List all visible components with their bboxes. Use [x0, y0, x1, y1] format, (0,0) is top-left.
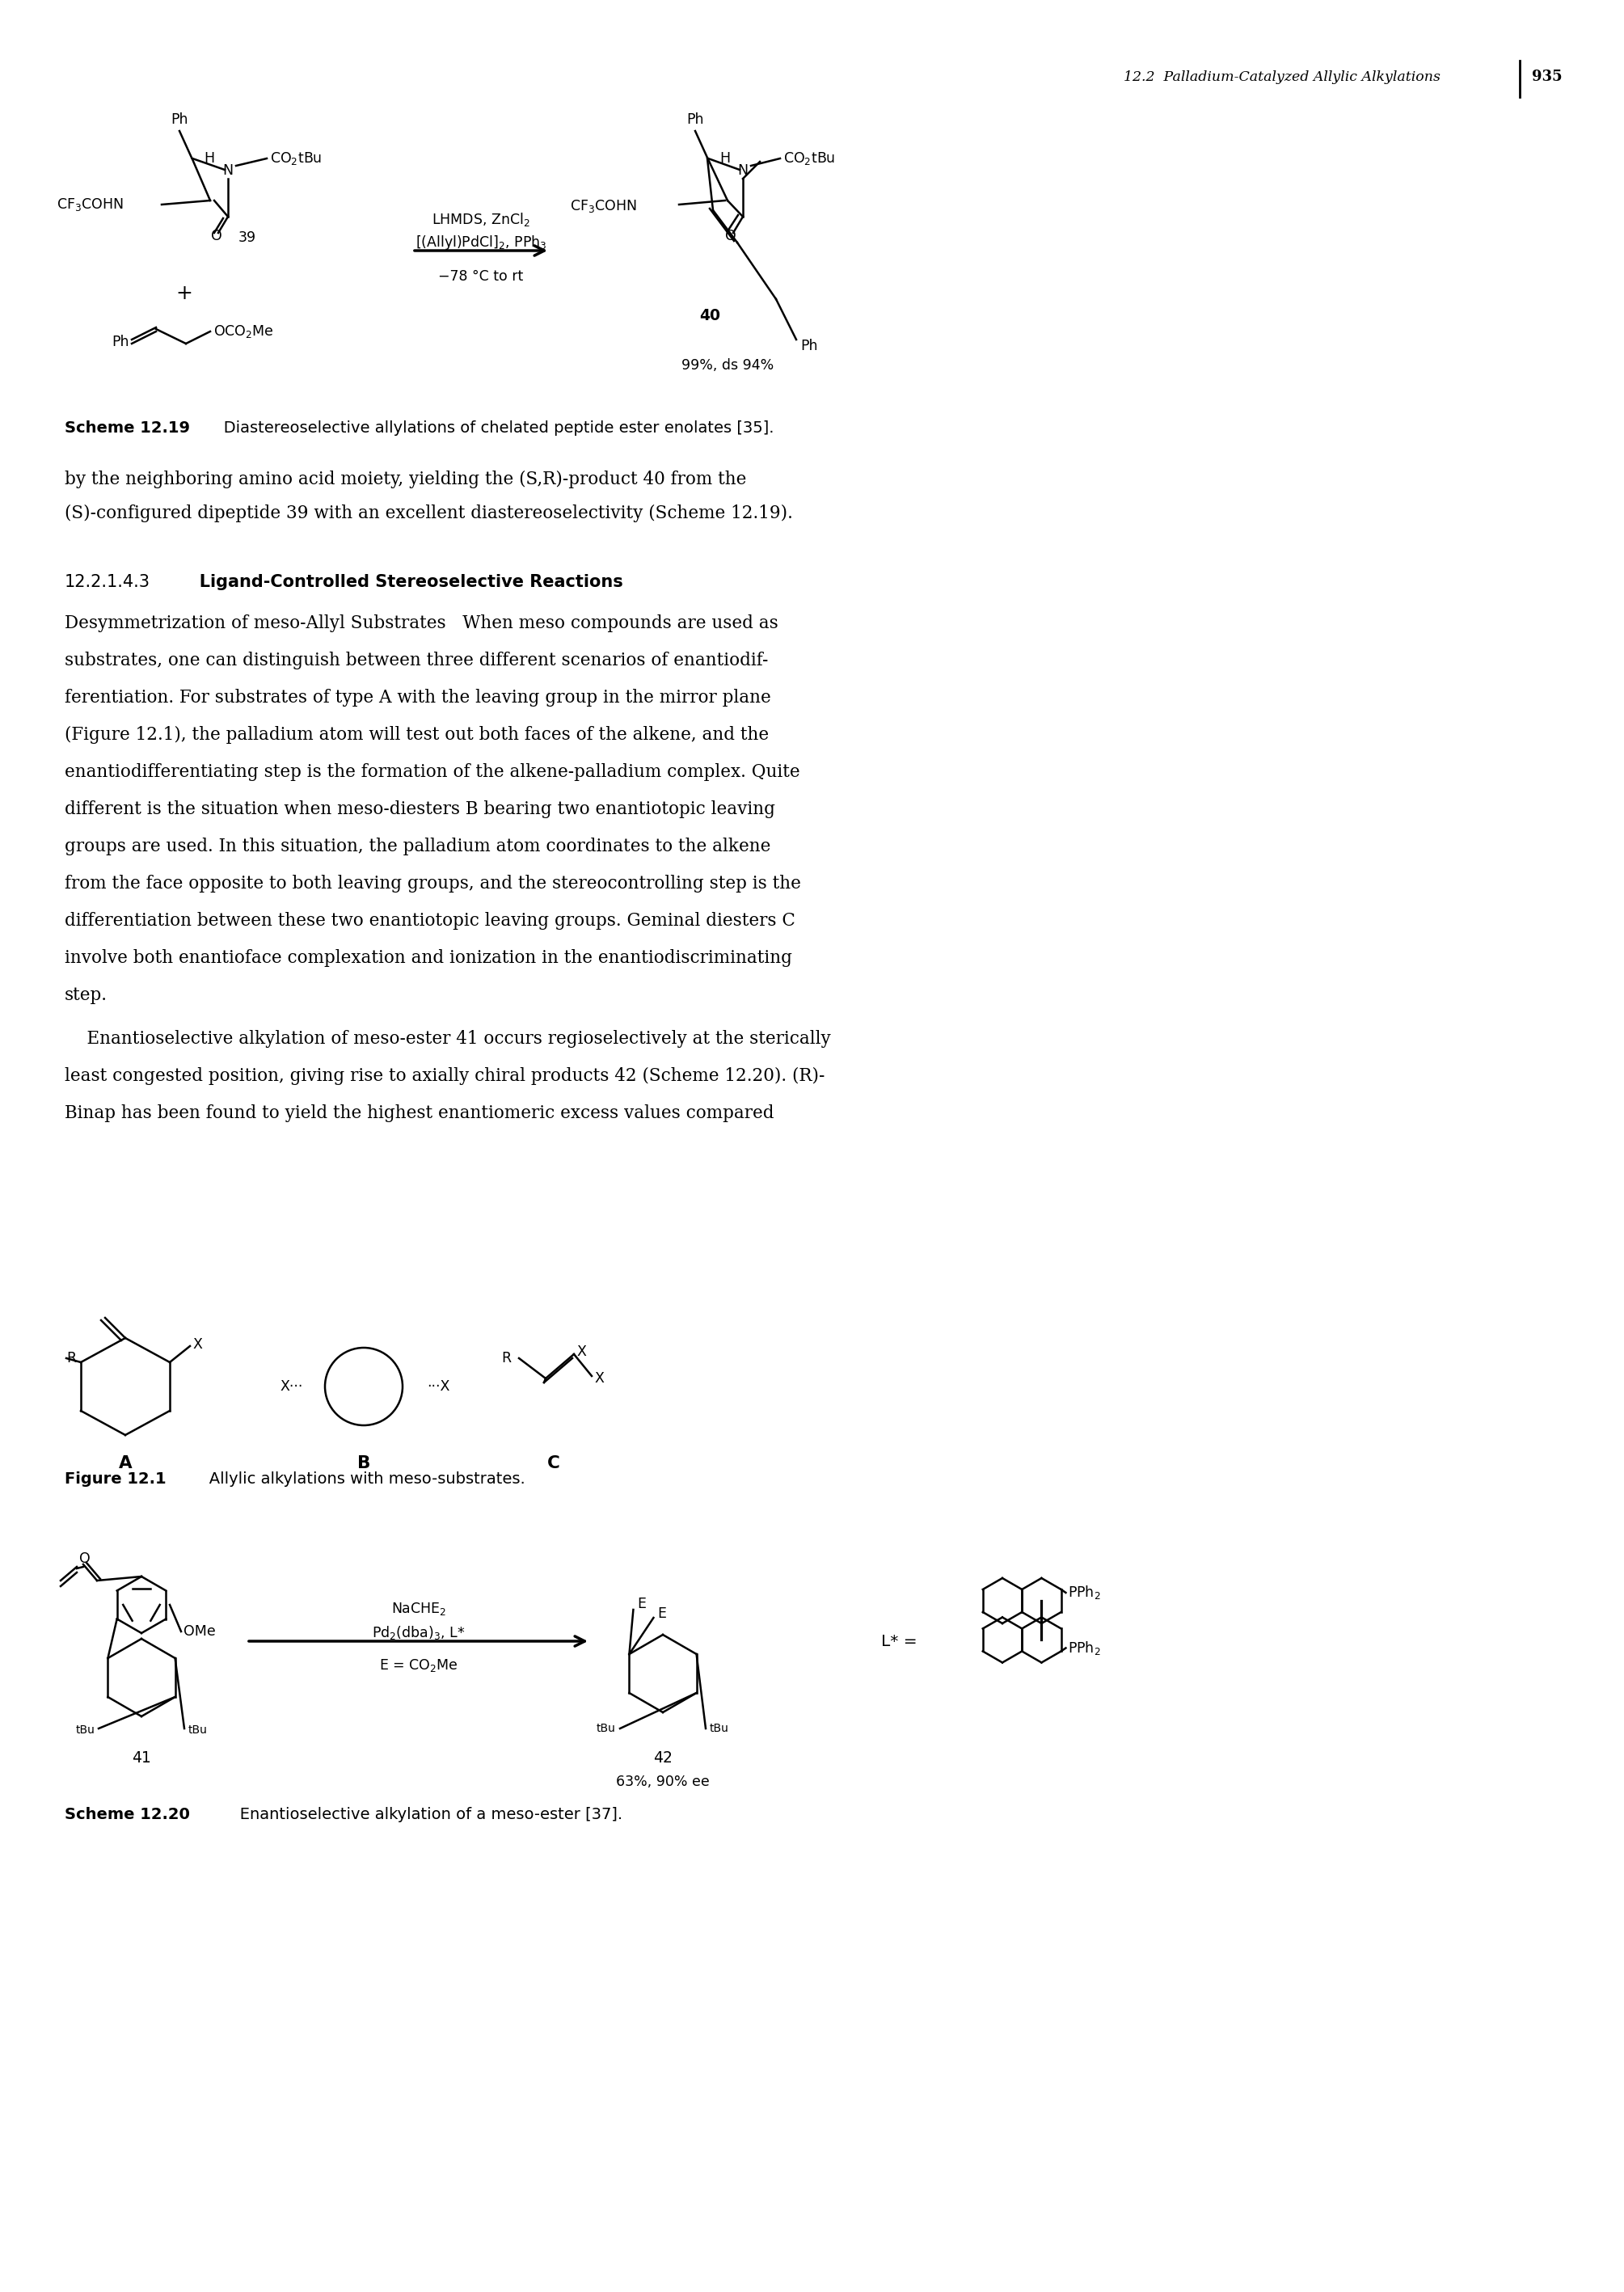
- Text: X: X: [577, 1345, 586, 1359]
- Text: tBu: tBu: [188, 1724, 208, 1735]
- Text: Desymmetrization of meso-Allyl Substrates   When meso compounds are used as: Desymmetrization of meso-Allyl Substrate…: [65, 614, 778, 633]
- Text: [(Allyl)PdCl]$_2$, PPh$_3$: [(Allyl)PdCl]$_2$, PPh$_3$: [416, 234, 547, 252]
- Text: (Figure 12.1), the palladium atom will test out both faces of the alkene, and th: (Figure 12.1), the palladium atom will t…: [65, 727, 768, 745]
- Text: CO$_2$tBu: CO$_2$tBu: [270, 151, 322, 167]
- Text: groups are used. In this situation, the palladium atom coordinates to the alkene: groups are used. In this situation, the …: [65, 837, 771, 855]
- Text: substrates, one can distinguish between three different scenarios of enantiodif-: substrates, one can distinguish between …: [65, 651, 768, 669]
- Text: Ph: Ph: [687, 112, 703, 126]
- Text: Ph: Ph: [171, 112, 188, 126]
- Text: R: R: [67, 1350, 76, 1366]
- Text: E = CO$_2$Me: E = CO$_2$Me: [380, 1657, 458, 1673]
- Text: (S)-configured dipeptide 39 with an excellent diastereoselectivity (Scheme 12.19: (S)-configured dipeptide 39 with an exce…: [65, 504, 793, 523]
- Text: N: N: [737, 163, 749, 179]
- Text: −78 °C to rt: −78 °C to rt: [438, 268, 523, 284]
- Text: by the neighboring amino acid moiety, yielding the (S,R)-product 40 from the: by the neighboring amino acid moiety, yi…: [65, 470, 747, 488]
- Text: 935: 935: [1531, 69, 1562, 85]
- Text: B: B: [357, 1455, 370, 1471]
- Text: Binap has been found to yield the highest enantiomeric excess values compared: Binap has been found to yield the highes…: [65, 1105, 775, 1123]
- Text: OMe: OMe: [184, 1625, 216, 1639]
- Text: differentiation between these two enantiotopic leaving groups. Geminal diesters : differentiation between these two enanti…: [65, 912, 796, 931]
- Text: N: N: [222, 163, 234, 179]
- Text: O: O: [726, 229, 736, 243]
- Text: ferentiation. For substrates of type A with the leaving group in the mirror plan: ferentiation. For substrates of type A w…: [65, 690, 771, 706]
- Text: CO$_2$tBu: CO$_2$tBu: [783, 151, 835, 167]
- Text: Diastereoselective allylations of chelated peptide ester enolates [35].: Diastereoselective allylations of chelat…: [208, 419, 775, 435]
- Text: X: X: [594, 1371, 604, 1387]
- Text: Figure 12.1: Figure 12.1: [65, 1471, 166, 1488]
- Text: NaCHE$_2$: NaCHE$_2$: [391, 1600, 447, 1616]
- Text: E: E: [658, 1607, 666, 1620]
- Text: 63%, 90% ee: 63%, 90% ee: [615, 1774, 710, 1790]
- Text: A: A: [119, 1455, 132, 1471]
- Text: CF$_3$COHN: CF$_3$COHN: [57, 197, 123, 213]
- Text: tBu: tBu: [596, 1724, 615, 1735]
- Text: Enantioselective alkylation of a meso-ester [37].: Enantioselective alkylation of a meso-es…: [224, 1806, 622, 1822]
- Text: ···X: ···X: [427, 1380, 450, 1394]
- Text: different is the situation when meso-diesters B bearing two enantiotopic leaving: different is the situation when meso-die…: [65, 800, 775, 818]
- Text: least congested position, giving rise to axially chiral products 42 (Scheme 12.2: least congested position, giving rise to…: [65, 1068, 825, 1084]
- Text: PPh$_2$: PPh$_2$: [1069, 1639, 1101, 1657]
- Text: O: O: [211, 229, 222, 243]
- Text: 12.2.1.4.3: 12.2.1.4.3: [65, 573, 151, 589]
- Text: Ligand-Controlled Stereoselective Reactions: Ligand-Controlled Stereoselective Reacti…: [182, 573, 624, 589]
- Text: H: H: [203, 151, 214, 165]
- Text: CF$_3$COHN: CF$_3$COHN: [570, 197, 637, 213]
- Text: 40: 40: [700, 307, 721, 323]
- Text: X: X: [192, 1336, 201, 1352]
- Text: X···: X···: [281, 1380, 304, 1394]
- Text: Allylic alkylations with meso-substrates.: Allylic alkylations with meso-substrates…: [193, 1471, 525, 1488]
- Text: C: C: [547, 1455, 560, 1471]
- Text: Ph: Ph: [801, 339, 817, 353]
- Text: tBu: tBu: [75, 1724, 94, 1735]
- Text: PPh$_2$: PPh$_2$: [1069, 1584, 1101, 1602]
- Text: 41: 41: [132, 1751, 151, 1765]
- Text: Pd$_2$(dba)$_3$, L*: Pd$_2$(dba)$_3$, L*: [372, 1625, 466, 1641]
- Text: tBu: tBu: [710, 1724, 729, 1735]
- Text: involve both enantioface complexation and ionization in the enantiodiscriminatin: involve both enantioface complexation an…: [65, 949, 793, 967]
- Text: O: O: [80, 1552, 91, 1565]
- Text: Scheme 12.20: Scheme 12.20: [65, 1806, 190, 1822]
- Text: 42: 42: [653, 1751, 672, 1765]
- Text: E: E: [637, 1598, 646, 1611]
- Text: Enantioselective alkylation of meso-ester 41 occurs regioselectively at the ster: Enantioselective alkylation of meso-este…: [65, 1029, 831, 1047]
- Text: 12.2  Palladium-Catalyzed Allylic Alkylations: 12.2 Palladium-Catalyzed Allylic Alkylat…: [1124, 71, 1440, 85]
- Text: step.: step.: [65, 986, 107, 1004]
- Text: 99%, ds 94%: 99%, ds 94%: [682, 358, 773, 374]
- Text: OCO$_2$Me: OCO$_2$Me: [213, 323, 274, 339]
- Text: enantiodifferentiating step is the formation of the alkene-palladium complex. Qu: enantiodifferentiating step is the forma…: [65, 763, 801, 782]
- Text: LHMDS, ZnCl$_2$: LHMDS, ZnCl$_2$: [432, 211, 529, 229]
- Text: L* =: L* =: [882, 1634, 918, 1648]
- Text: 39: 39: [239, 231, 257, 245]
- Text: Scheme 12.19: Scheme 12.19: [65, 419, 190, 435]
- Text: R: R: [502, 1350, 512, 1366]
- Text: from the face opposite to both leaving groups, and the stereocontrolling step is: from the face opposite to both leaving g…: [65, 876, 801, 892]
- Text: Ph: Ph: [112, 335, 130, 348]
- Text: +: +: [175, 284, 193, 303]
- Text: H: H: [719, 151, 731, 165]
